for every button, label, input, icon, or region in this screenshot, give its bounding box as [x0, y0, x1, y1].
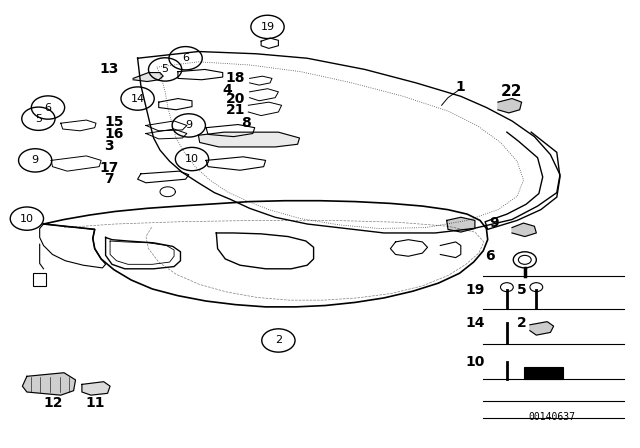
Text: 19: 19: [465, 283, 484, 297]
Text: 14: 14: [131, 94, 145, 103]
Text: 22: 22: [501, 84, 523, 99]
Text: 6: 6: [484, 249, 495, 263]
Text: 00140637: 00140637: [528, 412, 575, 422]
Text: 10: 10: [20, 214, 34, 224]
Text: 4: 4: [222, 82, 232, 97]
Text: 19: 19: [260, 22, 275, 32]
Polygon shape: [512, 223, 536, 237]
Text: 5: 5: [35, 114, 42, 124]
Text: 5: 5: [516, 283, 527, 297]
Text: 3: 3: [104, 138, 114, 153]
Text: 12: 12: [44, 396, 63, 410]
Text: 6: 6: [45, 103, 51, 112]
Polygon shape: [82, 382, 110, 395]
Text: 9: 9: [185, 121, 193, 130]
Text: 9: 9: [31, 155, 39, 165]
Text: 1: 1: [456, 80, 466, 95]
Text: 17: 17: [99, 161, 118, 175]
Text: 11: 11: [85, 396, 104, 410]
Text: 8: 8: [241, 116, 252, 130]
Polygon shape: [447, 217, 475, 232]
Polygon shape: [198, 132, 300, 147]
Bar: [524, 367, 563, 379]
Text: 21: 21: [226, 103, 245, 117]
Bar: [33, 273, 46, 286]
Text: 10: 10: [185, 154, 199, 164]
Text: 14: 14: [465, 316, 484, 331]
Polygon shape: [498, 99, 522, 113]
Text: 18: 18: [226, 71, 245, 86]
Polygon shape: [22, 373, 76, 395]
Text: 13: 13: [99, 62, 118, 77]
Text: 15: 15: [104, 115, 124, 129]
Text: 2: 2: [275, 336, 282, 345]
Text: 9: 9: [489, 216, 499, 230]
Text: 6: 6: [182, 53, 189, 63]
Polygon shape: [133, 73, 163, 82]
Text: 2: 2: [516, 316, 527, 331]
Polygon shape: [530, 322, 554, 335]
Text: 20: 20: [226, 91, 245, 106]
Text: 5: 5: [162, 65, 168, 74]
Text: 7: 7: [104, 172, 114, 186]
Text: 10: 10: [465, 355, 484, 369]
Text: 16: 16: [104, 126, 124, 141]
